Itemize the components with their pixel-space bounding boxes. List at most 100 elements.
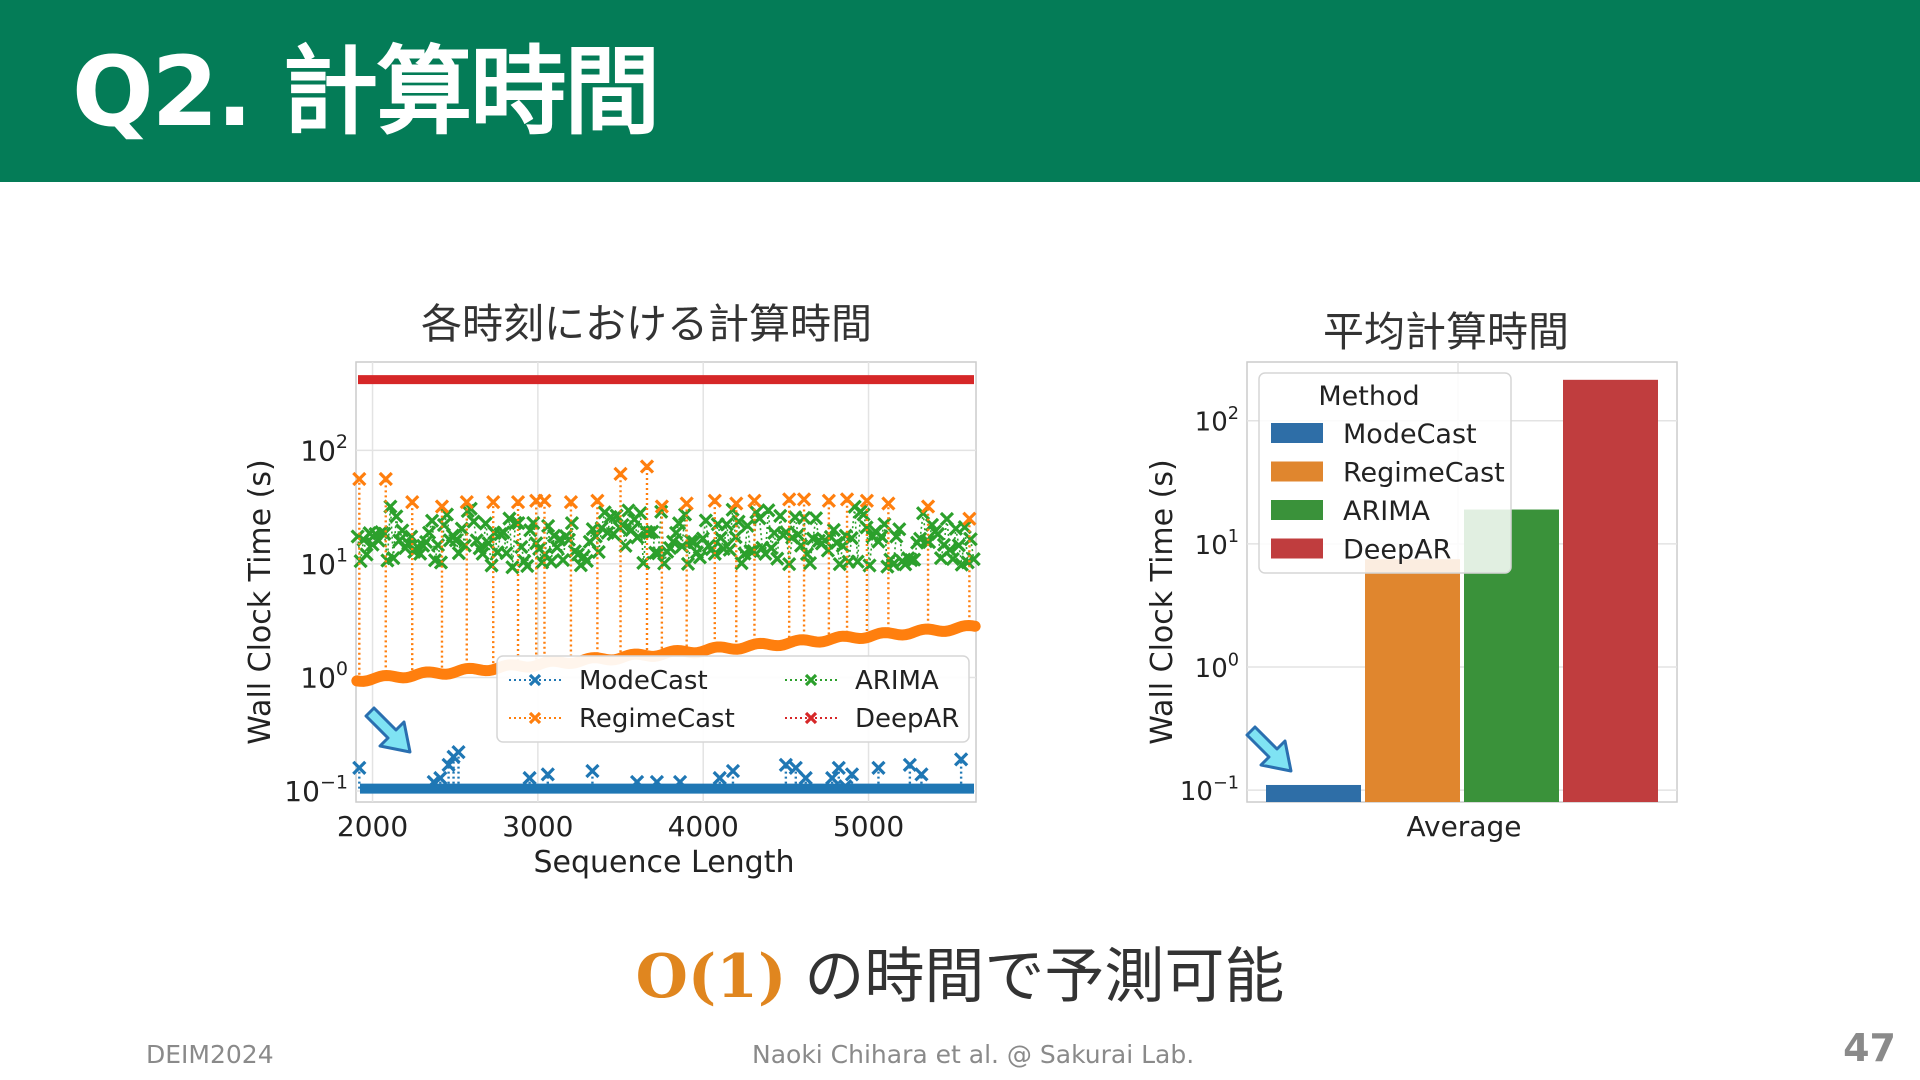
modecast-point-glyph (433, 770, 448, 786)
arima-line (425, 532, 430, 543)
regimecast-point-glyph (796, 492, 812, 507)
regimecast-point (881, 496, 896, 511)
y-tick-label: 101 (300, 544, 348, 581)
arima-line (675, 523, 680, 534)
regimecast-point-glyph (613, 466, 628, 482)
arima-line (672, 532, 677, 543)
arima-point-glyph (579, 553, 594, 569)
legend-label: ModeCast (579, 666, 708, 696)
arima-point-glyph (505, 560, 520, 575)
arima-point-glyph (564, 516, 580, 531)
regimecast-point-glyph (729, 496, 744, 511)
arima-line (898, 529, 904, 562)
arima-point (966, 551, 981, 567)
modecast-point-glyph (712, 770, 727, 786)
modecast-point (871, 760, 886, 775)
arima-line (475, 540, 481, 549)
arima-point (740, 518, 755, 533)
arima-line (958, 545, 963, 565)
arima-line (847, 538, 853, 562)
arima-point-glyph (966, 551, 981, 567)
arima-line (791, 517, 796, 538)
complexity-formula: O(1) (635, 942, 787, 1012)
modecast-point-glyph (953, 752, 969, 767)
modecast-point (426, 774, 441, 790)
arima-point (591, 544, 606, 560)
arima-point-glyph (413, 546, 428, 561)
arima-point (633, 505, 648, 521)
arima-point-glyph (439, 507, 455, 522)
regimecast-point (859, 493, 875, 508)
arima-line (395, 516, 401, 541)
modecast-point (831, 760, 846, 775)
modecast-point-glyph (451, 744, 466, 760)
legend-marker-glyph (804, 673, 818, 687)
arima-point-glyph (802, 556, 818, 571)
legend-entry: DeepAR (1271, 535, 1451, 566)
arima-point (963, 532, 978, 547)
arima-line (702, 520, 707, 539)
arima-line (687, 540, 692, 564)
arima-line (657, 511, 663, 554)
arima-line (389, 506, 395, 559)
arima-point-glyph (746, 544, 761, 559)
regimecast-point-glyph (920, 499, 936, 514)
regimecast-point (747, 493, 762, 508)
modecast-point-glyph (426, 774, 441, 790)
arima-line (356, 536, 362, 562)
highlight-arrow (364, 706, 412, 754)
arima-point-glyph (680, 556, 696, 572)
arima-point-glyph (859, 520, 874, 535)
arima-line (681, 514, 686, 547)
arima-point (621, 503, 636, 518)
modecast-point (585, 763, 600, 779)
regimecast-point-glyph (459, 494, 474, 510)
arima-line (621, 524, 627, 546)
regimecast-baseline (351, 619, 981, 687)
arima-point-glyph (508, 515, 523, 531)
x-tick-label: 3000 (502, 810, 573, 843)
modecast-point (712, 770, 727, 786)
arima-line (767, 510, 773, 549)
arima-point (746, 544, 761, 559)
arima-point-glyph (963, 532, 978, 547)
legend-marker (528, 673, 542, 687)
legend-label: DeepAR (1343, 535, 1451, 566)
arima-line (419, 545, 424, 555)
legend-swatch (1271, 538, 1323, 559)
regimecast-point-glyph (782, 492, 797, 507)
arima-line (624, 510, 630, 546)
left-chart-title: 各時刻における計算時間 (421, 300, 872, 348)
arima-point (505, 560, 520, 575)
arima-line (639, 513, 645, 563)
regimecast-point (729, 496, 744, 511)
legend-entry: DeepAR (785, 704, 959, 734)
arima-point (731, 514, 746, 529)
arima-point-glyph (740, 518, 755, 533)
regimecast-point-glyph (881, 496, 896, 511)
modecast-point (672, 774, 688, 790)
x-axis-label: Sequence Length (534, 845, 795, 880)
modecast-point (798, 770, 813, 786)
modecast-series (352, 744, 974, 794)
arima-line (398, 530, 404, 541)
arima-point-glyph (907, 552, 922, 567)
arima-line (636, 512, 642, 538)
legend-marker-glyph (528, 673, 542, 687)
regimecast-point-glyph (679, 496, 694, 511)
arima-line (472, 521, 478, 541)
modecast-point (725, 763, 741, 779)
arima-point (671, 516, 687, 531)
arima-point (564, 516, 580, 531)
arima-line (580, 556, 585, 566)
arima-line (586, 541, 591, 562)
modecast-point-glyph (902, 757, 917, 772)
arima-line (556, 538, 561, 548)
arima-line (838, 545, 844, 565)
arima-line (651, 531, 657, 553)
arima-point-glyph (731, 514, 746, 529)
regimecast-point (679, 496, 694, 511)
arima-line (505, 518, 511, 554)
modecast-point-glyph (540, 767, 555, 782)
arima-point (773, 508, 788, 523)
